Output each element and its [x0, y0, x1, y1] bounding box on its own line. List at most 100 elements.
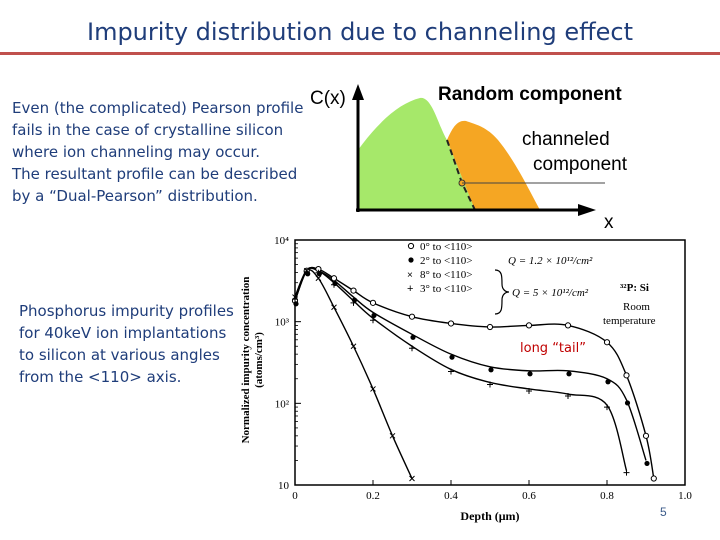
data-point-open-circle [330, 275, 338, 282]
legend-plus-marker: + [407, 283, 413, 295]
data-point-filled-circle [449, 354, 455, 360]
data-point-open-circle [642, 432, 650, 439]
data-point-filled-circle [605, 379, 611, 385]
caption-line: from the <110> axis. [19, 368, 182, 386]
x-tick-label: 0.8 [600, 490, 614, 502]
data-point-filled-circle [316, 271, 322, 277]
channeled-component-area [447, 120, 540, 210]
x-axis-label: Depth (μm) [460, 509, 519, 523]
data-point-open-circle [447, 320, 455, 327]
dose-label: Q = 1.2 × 10¹²/cm² [508, 255, 593, 267]
long-tail-annotation: long “tail” [520, 341, 586, 356]
schematic-figure: C(x) x Random component channeled compon… [310, 84, 628, 233]
page-number: 5 [660, 505, 667, 519]
y-axis-label-line: Normalized impurity concentration [240, 277, 252, 444]
random-component-area [358, 97, 475, 210]
profile-curve-series [294, 266, 655, 479]
profile-curves [294, 266, 655, 479]
legend-label: 3° to <110> [420, 283, 472, 295]
data-point-plus [623, 469, 630, 476]
data-point-plus [448, 368, 454, 375]
data-point-filled-circle [527, 371, 533, 377]
x-tick-label: 0.4 [444, 490, 458, 502]
data-point-cross [315, 275, 322, 282]
data-point-filled-circle [624, 400, 631, 406]
schematic-x-label: x [604, 212, 614, 233]
data-point-filled-circle [488, 367, 494, 373]
data-point-open-circle [623, 372, 630, 379]
data-point-open-circle [603, 339, 611, 346]
data-point-filled-circle [371, 312, 377, 318]
data-point-open-circle [486, 323, 494, 331]
species-label: ³²P: Si [620, 282, 649, 294]
data-point-cross [350, 343, 357, 350]
channeled-label-line: component [533, 154, 628, 175]
data-point-plus [487, 381, 493, 388]
plot-legend: 0° to <110> 2° to <110> × 8° to <110> + … [407, 241, 656, 327]
y-axis-label-line: (atoms/cm³) [253, 332, 265, 388]
random-component-label: Random component [438, 84, 622, 105]
profile-curve-series [294, 267, 647, 461]
x-axis-ticks: 0 0.2 0.4 0.6 0.8 1.0 [292, 480, 692, 502]
data-point-plus [315, 269, 322, 276]
y-axis-ticks: 10⁴ 10³ 10² 10 [274, 235, 301, 492]
condition-label-line: Room [623, 301, 650, 313]
data-markers [291, 266, 657, 482]
description-line: The resultant profile can be described [12, 165, 298, 183]
data-point-plus [331, 281, 337, 288]
data-point-filled-circle [351, 297, 358, 303]
schematic-x-arrow [578, 204, 596, 216]
data-point-plus [303, 268, 310, 275]
data-point-cross [331, 304, 337, 311]
schematic-y-label: C(x) [310, 88, 346, 109]
title-divider [0, 52, 720, 55]
legend-filled-circle-marker [408, 257, 414, 263]
caption-line: Phosphorus impurity profiles [19, 302, 234, 320]
data-point-plus [370, 317, 376, 324]
x-tick-label: 0 [292, 490, 298, 502]
schematic-y-arrow [352, 84, 364, 100]
data-point-open-circle [369, 299, 377, 306]
data-point-open-circle [525, 322, 533, 329]
caption-line: for 40keV ion implantations [19, 324, 227, 342]
data-point-cross [303, 267, 310, 274]
data-point-plus [526, 387, 532, 394]
data-point-cross [409, 475, 415, 482]
legend-cross-marker: × [407, 270, 413, 281]
caption-line: to silicon at various angles [19, 346, 220, 364]
description-text: Even (the complicated) Pearson profile f… [12, 97, 303, 207]
data-point-filled-circle [644, 460, 650, 467]
description-line: by a “Dual-Pearson” distribution. [12, 187, 258, 205]
data-point-plus [350, 299, 357, 306]
y-tick-label: 10⁴ [274, 235, 289, 247]
data-point-cross [370, 386, 376, 392]
profile-plot: 10⁴ 10³ 10² 10 0 0.2 0.4 0.6 0.8 1.0 Normalized … [240, 235, 692, 523]
figure-caption: Phosphorus impurity profiles for 40keV i… [19, 300, 234, 388]
condition-label-line: temperature [603, 315, 656, 327]
data-point-filled-circle [293, 301, 299, 307]
data-point-plus [565, 393, 571, 400]
data-point-plus [409, 345, 415, 352]
data-point-open-circle [350, 287, 357, 294]
data-point-plus [604, 404, 610, 411]
data-point-open-circle [408, 313, 416, 320]
data-point-filled-circle [332, 280, 338, 287]
description-line: fails in the case of crystalline silicon [12, 121, 284, 139]
y-tick-label: 10³ [275, 317, 290, 329]
x-tick-label: 1.0 [678, 490, 692, 502]
legend-open-circle-marker [407, 242, 415, 250]
channeled-label-line: channeled [522, 129, 610, 150]
data-point-filled-circle [566, 371, 572, 377]
description-line: Even (the complicated) Pearson profile [12, 99, 304, 117]
data-point-filled-circle [410, 334, 416, 340]
legend-brace [494, 269, 510, 315]
data-point-cross [292, 294, 298, 300]
x-tick-label: 0.2 [366, 490, 380, 502]
y-tick-label: 10² [275, 398, 290, 410]
legend-label: 0° to <110> [420, 241, 472, 253]
data-point-cross [389, 432, 396, 439]
data-point-open-circle [650, 475, 657, 482]
plot-frame [294, 239, 686, 486]
description-line: where ion channeling may occur. [12, 143, 260, 161]
